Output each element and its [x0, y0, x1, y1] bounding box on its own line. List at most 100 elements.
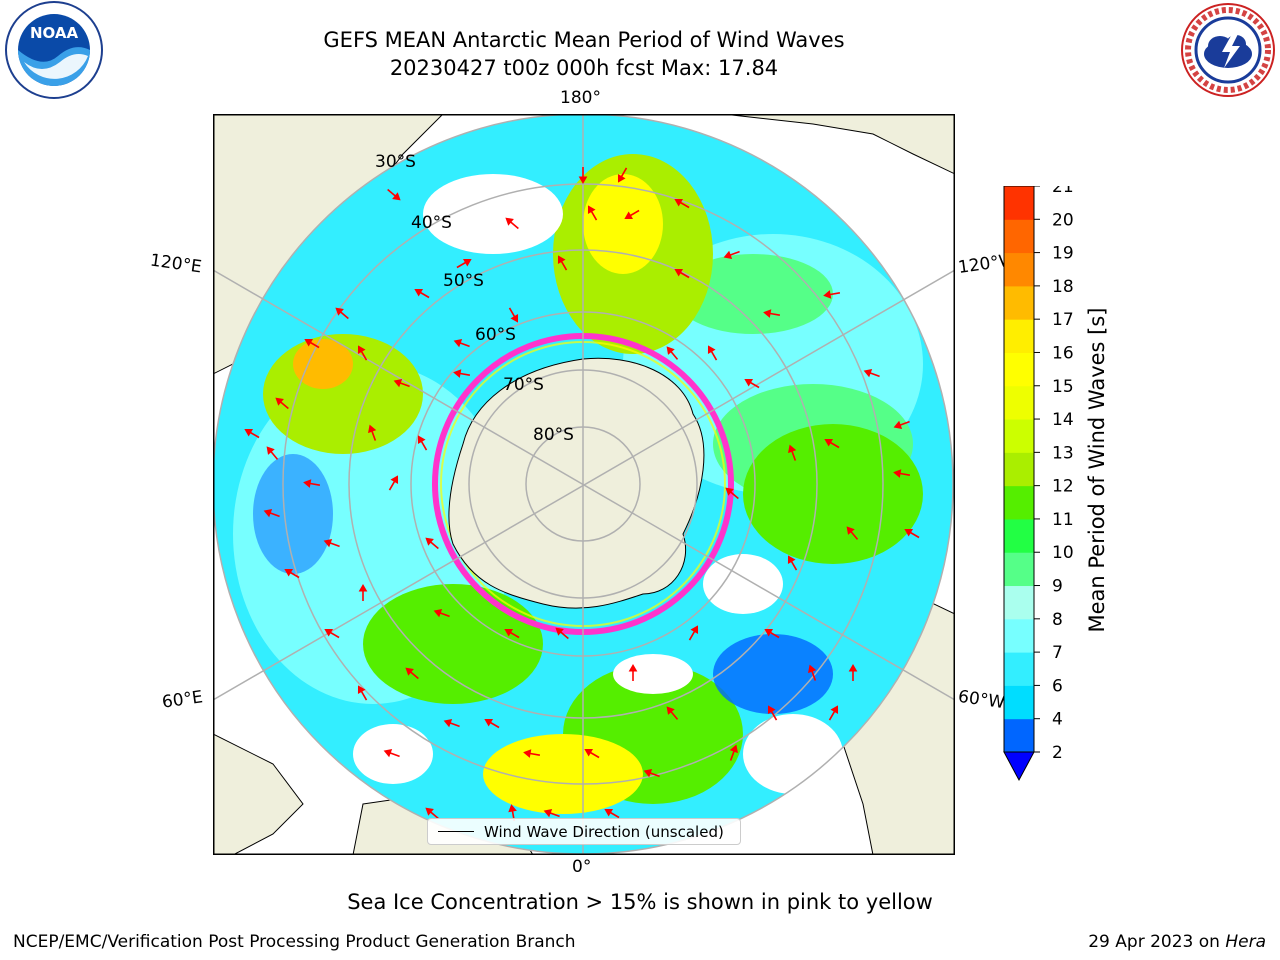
wave-direction-arrows: [244, 167, 920, 822]
colorbar-tick-label: 7: [1052, 643, 1063, 663]
wave-direction-arrow: [824, 438, 840, 449]
colorbar-tick-label: 14: [1052, 410, 1074, 430]
wave-direction-arrow: [508, 307, 519, 323]
wave-direction-arrow: [543, 809, 560, 818]
colorbar-segment: [1004, 186, 1034, 220]
wave-direction-arrow: [368, 424, 377, 441]
wave-direction-arrow: [628, 664, 638, 681]
wave-direction-arrow: [729, 744, 738, 761]
wave-direction-arrow: [723, 250, 740, 259]
lon-label-0: 0°: [572, 857, 592, 877]
wave-direction-arrow: [335, 307, 349, 320]
colorbar-segment: [1004, 685, 1034, 720]
wave-direction-arrow: [443, 719, 460, 728]
lon-label-180: 180°: [560, 88, 601, 108]
legend-label: Wind Wave Direction (unscaled): [484, 822, 724, 841]
wave-direction-arrow: [893, 420, 910, 429]
colorbar-segment: [1004, 252, 1034, 287]
colorbar-tick-label: 11: [1052, 510, 1074, 530]
wave-direction-arrow: [405, 667, 419, 680]
wave-direction-arrow: [666, 346, 679, 360]
wave-direction-arrow: [863, 369, 880, 378]
antarctica: [448, 357, 705, 609]
sea-ice-note: Sea Ice Concentration > 15% is shown in …: [347, 890, 933, 914]
colorbar-segment: [1004, 352, 1034, 387]
colorbar-tick-label: 9: [1052, 577, 1063, 597]
colorbar-tick-label: 12: [1052, 477, 1074, 497]
wave-direction-arrow: [823, 290, 841, 299]
footer-date-text: 29 Apr 2023 on: [1088, 932, 1220, 952]
colorbar-segment: [1004, 552, 1034, 587]
lat-label-50s: 50°S: [443, 271, 484, 291]
colorbar-segment: [1004, 652, 1034, 686]
wave-direction-arrow: [674, 268, 690, 279]
footer-credit: NCEP/EMC/Verification Post Processing Pr…: [13, 932, 576, 952]
wave-direction-arrow: [624, 209, 640, 220]
wave-direction-arrow: [725, 487, 739, 500]
wave-direction-arrow: [767, 705, 778, 721]
lon-label-60w: 60°W: [956, 686, 1007, 714]
wave-direction-arrow: [433, 609, 450, 618]
graticule: [213, 114, 955, 855]
wave-direction-arrow: [643, 769, 660, 778]
wave-direction-arrow: [787, 555, 798, 571]
wave-direction-arrow: [504, 628, 520, 639]
wave-direction-arrow: [417, 435, 428, 451]
wave-direction-arrow: [744, 378, 760, 389]
colorbar-tick-label: 10: [1052, 543, 1074, 563]
colorbar-tick-label: 21: [1052, 186, 1074, 197]
wave-direction-arrow: [666, 706, 679, 720]
wave-direction-arrow: [414, 288, 430, 299]
wave-direction-arrow: [357, 685, 368, 701]
colorbar-tick-label: 2: [1052, 743, 1063, 763]
wave-direction-arrow: [393, 379, 410, 388]
wave-direction-arrow: [425, 807, 439, 820]
wave-direction-arrow: [764, 628, 780, 639]
colorbar-tick-label: 20: [1052, 210, 1074, 230]
wave-direction-arrow: [505, 217, 519, 230]
colorbar-tick-label: 4: [1052, 710, 1063, 730]
wave-direction-arrow: [456, 258, 472, 269]
footer-date: 29 Apr 2023 on Hera: [1088, 932, 1266, 952]
wave-direction-arrow: [453, 339, 470, 348]
map-legend: Wind Wave Direction (unscaled): [427, 818, 741, 845]
wave-direction-arrow: [357, 345, 368, 361]
colorbar-tick-label: 13: [1052, 443, 1074, 463]
wave-direction-arrow: [707, 345, 718, 361]
wave-direction-arrow: [303, 479, 321, 488]
noaa-logo-text: NOAA: [30, 24, 79, 42]
wave-direction-arrow: [275, 397, 289, 410]
lon-label-60e: 60°E: [160, 687, 205, 713]
colorbar-extend-min: [1003, 751, 1035, 782]
wave-direction-arrow: [688, 625, 699, 641]
wave-direction-arrow: [358, 584, 368, 601]
wave-direction-arrow: [763, 309, 781, 318]
wave-direction-arrow: [263, 509, 280, 518]
wave-direction-arrow: [788, 444, 797, 461]
wave-direction-arrow: [453, 369, 471, 378]
footer-machine: Hera: [1225, 932, 1266, 952]
lat-label-60s: 60°S: [475, 325, 516, 345]
wave-direction-arrow: [383, 749, 400, 758]
colorbar-segment: [1004, 618, 1034, 653]
colorbar-segment: [1004, 485, 1034, 520]
lat-label-70s: 70°S: [503, 375, 544, 395]
colorbar-segment: [1004, 219, 1034, 254]
wave-direction-arrow: [808, 664, 817, 681]
colorbar-tick-label: 17: [1052, 310, 1074, 330]
wave-direction-arrow: [557, 255, 568, 271]
wave-direction-arrow: [587, 205, 598, 221]
wave-direction-arrow: [617, 167, 628, 183]
colorbar-tick-label: 15: [1052, 377, 1074, 397]
wave-direction-arrow: [284, 568, 300, 579]
wave-direction-arrow: [523, 749, 541, 758]
wave-direction-arrow: [323, 539, 340, 548]
colorbar-segment: [1004, 285, 1034, 320]
legend-line-swatch: [438, 831, 474, 832]
wave-direction-arrow: [578, 167, 588, 184]
wave-direction-arrow: [848, 664, 858, 681]
wave-direction-arrow: [388, 475, 399, 491]
wave-direction-arrow: [304, 338, 320, 349]
colorbar-tick-label: 16: [1052, 343, 1074, 363]
colorbar-segment: [1004, 718, 1034, 753]
